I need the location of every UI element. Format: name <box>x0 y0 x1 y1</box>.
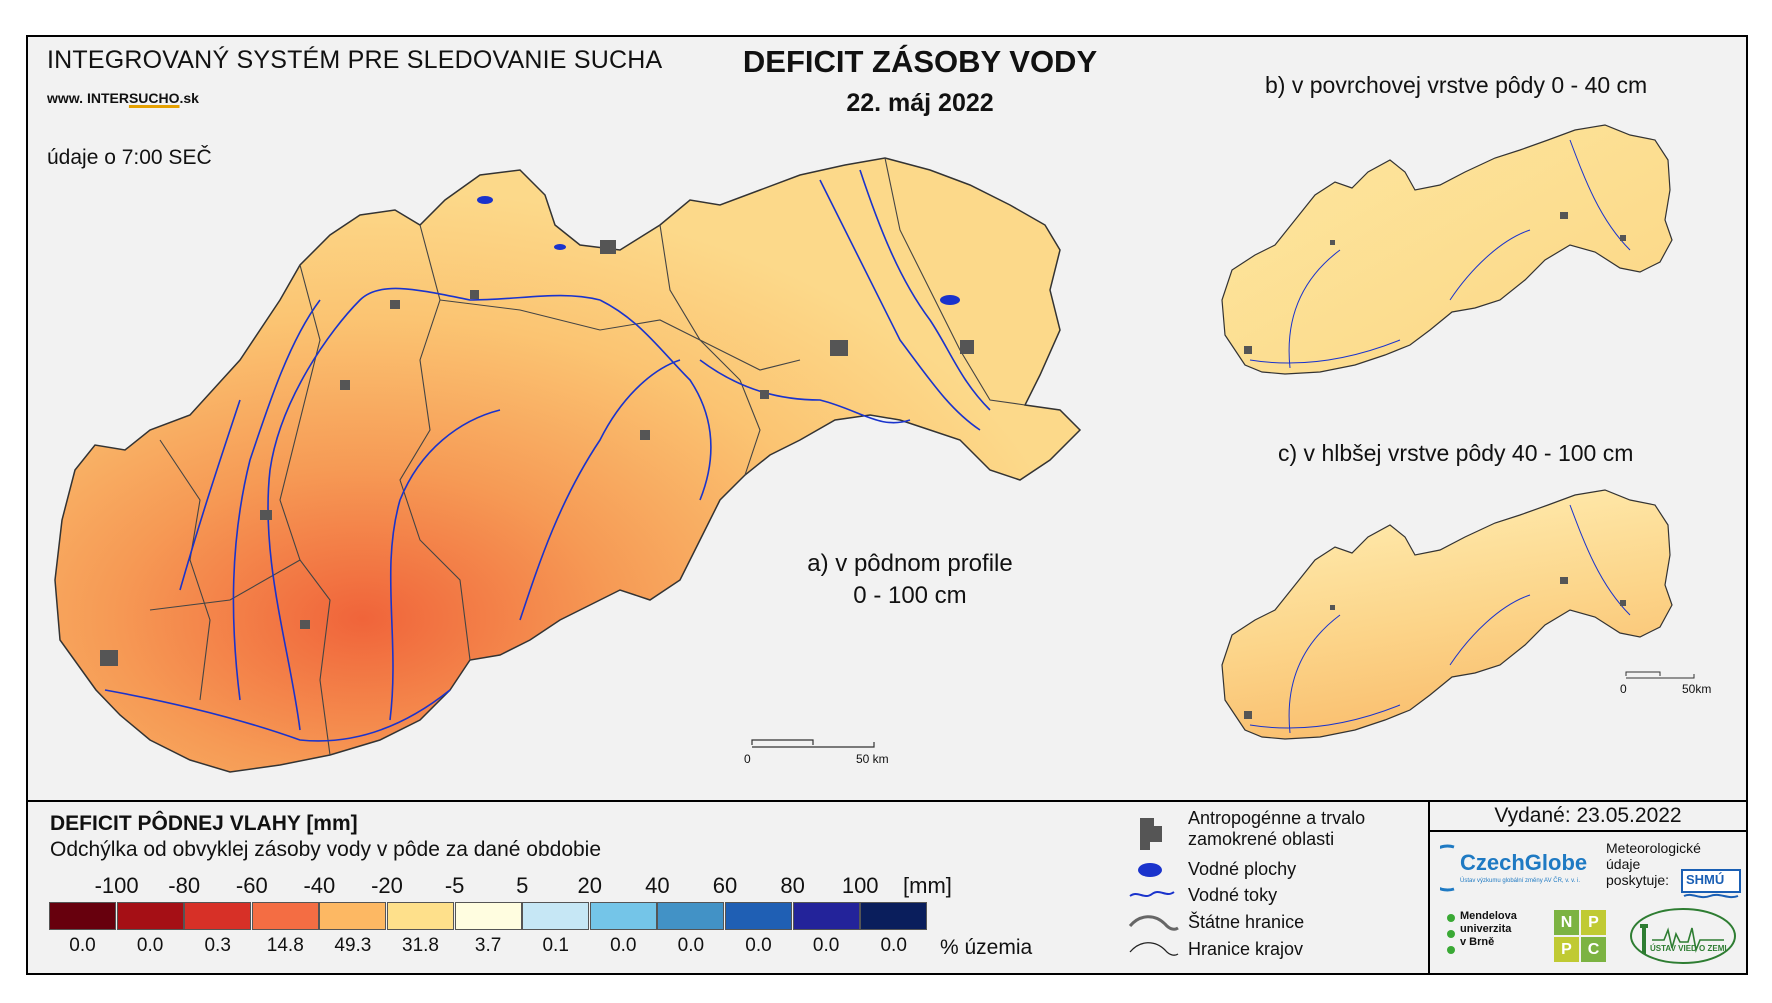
main-scale-bar <box>751 739 875 748</box>
inset-c-title: c) v hlbšej vrstve pôdy 40 - 100 cm <box>1278 440 1634 466</box>
anthropogenic-symbol <box>1140 818 1162 850</box>
inset-c-territory <box>1221 489 1673 740</box>
region-border-symbol <box>1129 942 1179 956</box>
legend-scale-label: 5 <box>516 873 529 898</box>
main-urban-areas <box>100 240 974 666</box>
uvz-name: ÚSTAV VIED O ZEMI <box>1650 944 1727 953</box>
uvz-logo <box>1630 908 1736 964</box>
legend-swatch <box>319 902 387 930</box>
main-map-territory <box>54 157 1082 773</box>
legend-swatch <box>251 902 319 930</box>
shmu-logo <box>1681 869 1741 899</box>
legend-percentage: 0.0 <box>610 935 637 956</box>
inset-b-territory <box>1221 124 1673 375</box>
legend-swatch <box>792 902 860 930</box>
rivers-label: Vodné toky <box>1188 885 1278 905</box>
anthropogenic-label: Antropogénne a trvalo zamokrené oblasti <box>1188 808 1366 849</box>
system-title: INTEGROVANÝ SYSTÉM PRE SLEDOVANIE SUCHA <box>47 46 663 74</box>
nppc-logo: N P P C <box>1554 910 1606 962</box>
issued-date: Vydané: 23.05.2022 <box>1428 802 1748 832</box>
legend-unit: [mm] <box>903 873 952 898</box>
inset-scale-bar <box>1625 671 1695 679</box>
legend-percentage: 0.0 <box>812 935 840 956</box>
czechglobe-subtitle: Ústav výzkumu globální změny AV ČR, v. v… <box>1460 878 1581 884</box>
inset-c-urban <box>1244 577 1626 719</box>
main-rivers <box>104 169 991 742</box>
legend-percentage: 0.0 <box>69 935 96 956</box>
legend-scale-label: 20 <box>577 873 603 898</box>
inset-b-title: b) v povrchovej vrstve pôdy 0 - 40 cm <box>1265 72 1648 98</box>
czechglobe-name: CzechGlobe <box>1460 850 1588 875</box>
main-scale-start: 0 <box>744 752 751 766</box>
inset-b-urban <box>1244 212 1626 354</box>
percent-unit: % územia <box>940 936 1033 959</box>
legend-swatch <box>860 902 928 930</box>
mendel-university: Mendelova univerzita v Brně <box>1460 910 1517 948</box>
page-title: DEFICIT ZÁSOBY VODY <box>742 44 1098 79</box>
legend-swatch <box>589 902 657 930</box>
legend-scale-label: -60 <box>235 873 268 898</box>
legend-swatch <box>49 902 116 930</box>
inset-c-rivers <box>1249 504 1631 734</box>
legend-scale-label: -20 <box>371 873 403 898</box>
legend-percentage: 0.3 <box>204 935 231 956</box>
legend-subtitle: Odchýlka od obvyklej zásoby vody v pôde … <box>50 838 602 861</box>
czechglobe-logo <box>1440 844 1455 892</box>
shmu-name: SHMÚ <box>1686 872 1725 887</box>
inset-scale-end: 50km <box>1682 682 1712 696</box>
time-note: údaje o 7:00 SEČ <box>47 146 212 169</box>
legend-swatch <box>657 902 725 930</box>
legend-swatch <box>454 902 522 930</box>
inset-scale-start: 0 <box>1620 682 1627 696</box>
legend-scale-label: 100 <box>841 873 879 898</box>
map-date: 22. máj 2022 <box>846 89 994 117</box>
legend-percentage: 0.0 <box>880 935 907 956</box>
legend-percentage: 0.1 <box>542 935 569 956</box>
legend-title: DEFICIT PÔDNEJ VLAHY [mm] <box>50 812 358 835</box>
legend-scale-label: -40 <box>303 873 336 898</box>
main-map-label: a) v pôdnom profile 0 - 100 cm <box>807 550 1013 609</box>
legend-scale-label: 80 <box>780 873 805 898</box>
legend-scale-label: -5 <box>444 873 465 898</box>
inset-b-rivers <box>1249 139 1631 369</box>
legend-swatch <box>387 902 454 930</box>
legend-swatch <box>184 902 252 930</box>
credits-panel <box>1428 800 1750 975</box>
main-water-bodies <box>477 196 960 305</box>
legend-percentage: 3.7 <box>474 935 502 956</box>
legend-percentage: 14.8 <box>266 935 304 956</box>
legend-panel <box>26 800 1748 977</box>
river-symbol <box>1129 891 1175 897</box>
met-data-provider: Meteorologické údaje poskytuje: <box>1606 840 1701 888</box>
legend-percentage: 49.3 <box>334 935 372 956</box>
legend-percentage: 0.0 <box>745 935 772 956</box>
legend-percentage: 0.0 <box>136 935 164 956</box>
state-border-symbol <box>1128 915 1179 931</box>
main-scale-end: 50 km <box>856 752 889 766</box>
legend-percentage: 31.8 <box>402 935 439 956</box>
legend-swatch <box>522 902 590 930</box>
water-bodies-label: Vodné plochy <box>1188 859 1297 879</box>
legend-scale-label: 60 <box>712 873 738 898</box>
main-region-borders <box>149 157 1026 756</box>
legend-swatch <box>116 902 184 930</box>
legend-scale-label: 40 <box>645 873 670 898</box>
legend-scale-label: -80 <box>168 873 201 898</box>
water-body-symbol <box>1138 863 1162 877</box>
legend-percentage: 0.0 <box>677 935 705 956</box>
website-link[interactable]: www. INTERSUCHO.sk <box>47 90 199 106</box>
legend-swatch <box>725 902 792 930</box>
legend-scale-label: -100 <box>94 873 139 898</box>
mendel-logo-dots <box>1447 914 1455 954</box>
state-borders-label: Štátne hranice <box>1188 912 1305 932</box>
region-borders-label: Hranice krajov <box>1188 939 1304 959</box>
